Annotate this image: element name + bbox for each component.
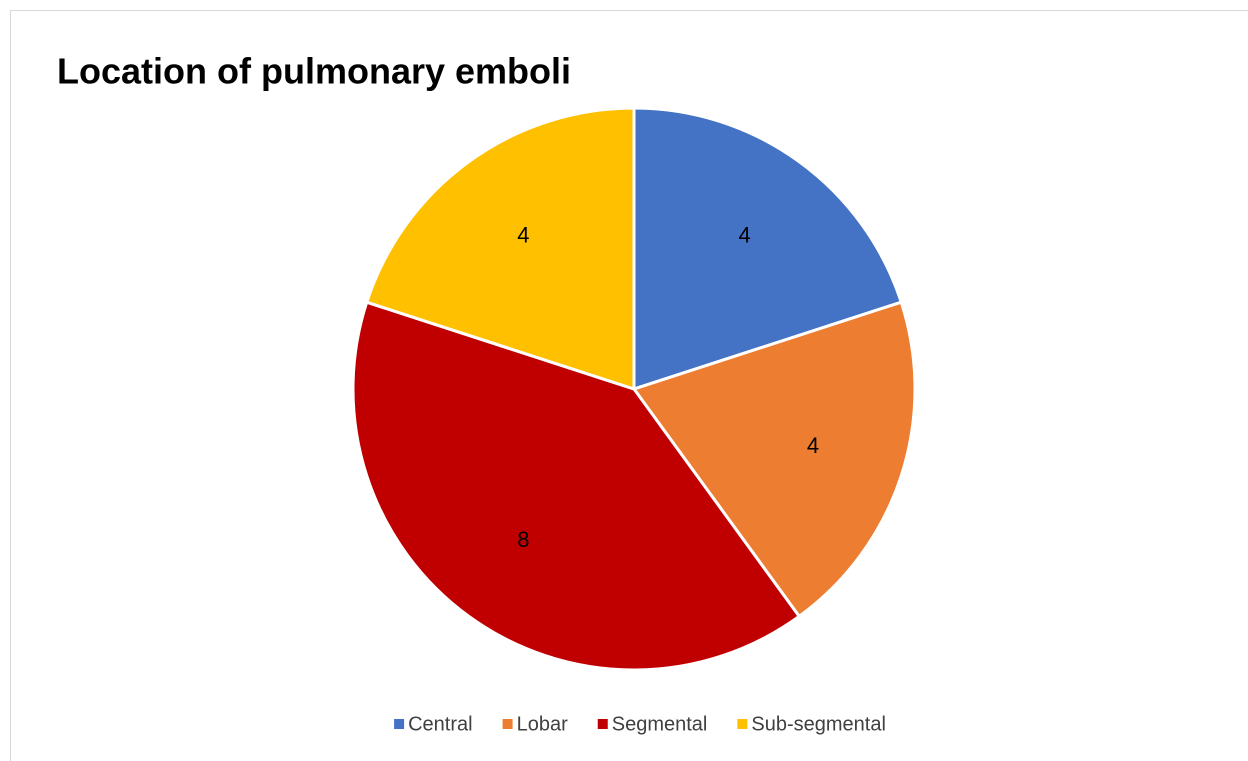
legend-label: Lobar — [517, 713, 568, 735]
legend-label: Segmental — [612, 713, 708, 735]
pie-slice — [351, 300, 802, 672]
legend-label: Central — [408, 713, 472, 735]
chart-title: Location of pulmonary emboli — [57, 51, 571, 92]
pie-slice — [631, 300, 917, 619]
data-label: 4 — [739, 222, 751, 247]
legend-marker — [502, 719, 513, 729]
data-label: 4 — [807, 433, 819, 458]
legend: Central Lobar Segmental Sub-segmental — [394, 713, 886, 735]
data-label: 8 — [517, 527, 529, 552]
legend-marker — [737, 719, 748, 729]
legend-marker — [597, 719, 608, 729]
legend-label: Sub-segmental — [751, 713, 886, 735]
pie: 4 4 8 4 — [351, 106, 917, 672]
pie-slice — [632, 106, 904, 392]
legend-marker — [394, 719, 405, 729]
pie-slice — [364, 106, 636, 392]
data-label: 4 — [517, 222, 529, 247]
